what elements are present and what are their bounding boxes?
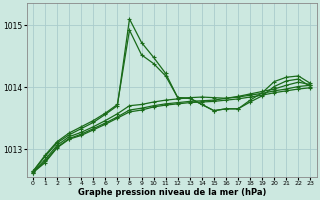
X-axis label: Graphe pression niveau de la mer (hPa): Graphe pression niveau de la mer (hPa) [77,188,266,197]
